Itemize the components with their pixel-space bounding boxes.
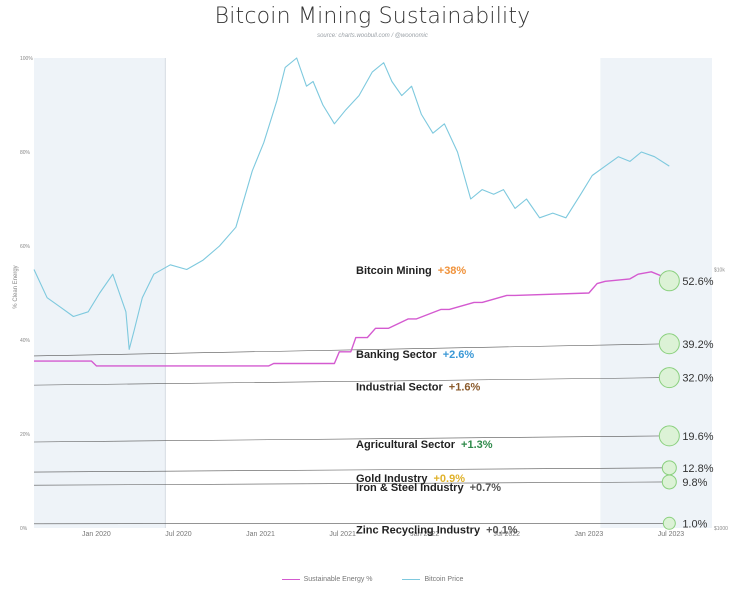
industry-change-label: +0.7% — [470, 482, 502, 494]
legend-label-energy: Sustainable Energy % — [303, 576, 373, 583]
chart-title: Bitcoin Mining Sustainability — [214, 4, 531, 29]
industry-end-circle — [658, 333, 680, 355]
industry-value-label: 9.8% — [682, 477, 707, 489]
legend-swatch-energy — [281, 578, 300, 580]
industry-change-label: +0.1% — [486, 524, 518, 536]
industry-change-label: +1.3% — [461, 439, 493, 451]
industry-end-circle — [658, 270, 680, 292]
y-tick-label: 40% — [20, 338, 31, 344]
industry-value-label: 32.0% — [682, 373, 713, 385]
industry-name-label: Gold Industry — [356, 473, 428, 485]
industry-change-label: +2.6% — [443, 349, 475, 361]
chart-subtitle: source: charts.woobull.com / @woonomic — [317, 33, 428, 39]
y-tick-label: 80% — [20, 150, 31, 156]
industry-end-circle — [658, 425, 680, 447]
series-line-price — [33, 57, 670, 350]
y-tick-label: 100% — [20, 56, 33, 62]
industry-end-circle — [661, 474, 677, 490]
x-tick-label: Jul 2023 — [658, 531, 685, 538]
industry-line — [33, 435, 670, 443]
industry-name-label: Iron & Steel Industry — [356, 482, 464, 494]
x-tick-label: Jan 2020 — [82, 531, 111, 538]
industry-line — [33, 481, 670, 486]
industry-change-label: +1.6% — [449, 382, 481, 394]
y-tick-label: 60% — [20, 244, 31, 250]
industry-line — [33, 467, 670, 473]
y-tick-label: 20% — [20, 432, 31, 438]
industry-name-label: Zinc Recycling Industry — [356, 524, 481, 536]
industry-value-label: 52.6% — [682, 276, 713, 288]
x-tick-label: Jan 2022 — [410, 531, 439, 538]
industry-change-label: +0.9% — [434, 473, 466, 485]
industry-end-circle — [658, 367, 680, 389]
legend-label-price: Bitcoin Price — [424, 576, 464, 583]
legend-item-energy[interactable]: Sustainable Energy % — [281, 576, 373, 583]
industry-name-label: Bitcoin Mining — [356, 265, 432, 277]
industry-end-circle — [662, 516, 676, 530]
shaded-region-1 — [600, 58, 712, 528]
legend: Sustainable Energy % Bitcoin Price — [0, 576, 745, 583]
industry-end-circle — [661, 460, 677, 476]
legend-item-price[interactable]: Bitcoin Price — [402, 576, 463, 583]
y-right-tick-label: $10k — [714, 268, 725, 274]
x-tick-label: Jul 2022 — [494, 531, 521, 538]
x-tick-label: Jan 2021 — [246, 531, 275, 538]
x-tick-label: Jul 2020 — [165, 531, 192, 538]
industry-name-label: Agricultural Sector — [356, 439, 456, 451]
industry-name-label: Industrial Sector — [356, 382, 444, 394]
legend-swatch-price — [402, 578, 421, 580]
industry-name-label: Banking Sector — [356, 349, 437, 361]
y-tick-label: 0% — [20, 526, 28, 532]
x-tick-label: Jan 2023 — [574, 531, 603, 538]
industry-value-label: 39.2% — [682, 339, 713, 351]
industry-line — [33, 377, 670, 386]
series-line-energy — [34, 271, 670, 367]
industry-change-label: +38% — [438, 265, 467, 277]
x-tick-label: Jul 2021 — [329, 531, 356, 538]
industry-value-label: 1.0% — [682, 518, 707, 530]
y-right-tick-label: $1000 — [714, 526, 728, 532]
industry-value-label: 19.6% — [682, 431, 713, 443]
industry-value-label: 12.8% — [682, 463, 713, 475]
